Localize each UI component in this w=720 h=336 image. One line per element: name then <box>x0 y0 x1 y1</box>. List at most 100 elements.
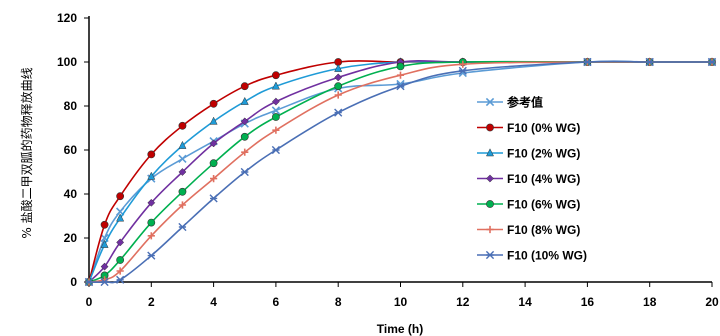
series-4 <box>85 58 716 286</box>
legend-label: F10 (0% WG) <box>507 121 580 135</box>
x-tick-label: 2 <box>148 295 155 309</box>
legend-label: F10 (2% WG) <box>507 147 580 161</box>
x-tick-label: 8 <box>335 295 342 309</box>
data-point <box>272 126 280 134</box>
y-tick-label: 40 <box>64 187 78 201</box>
x-tick-label: 18 <box>643 295 657 309</box>
data-point <box>209 159 218 168</box>
data-point <box>147 218 156 227</box>
data-point <box>147 251 156 260</box>
data-point <box>209 116 218 125</box>
data-point <box>147 171 156 180</box>
y-tick-label: 20 <box>64 231 78 245</box>
data-point <box>459 60 467 68</box>
data-point <box>240 82 249 91</box>
data-point <box>178 201 187 209</box>
data-point <box>241 148 249 156</box>
data-point <box>100 277 109 287</box>
data-point <box>396 71 405 79</box>
legend-marker <box>486 174 494 183</box>
data-point <box>240 132 249 141</box>
legend-label: F10 (4% WG) <box>507 172 580 186</box>
data-point <box>209 194 218 203</box>
legend-marker <box>486 123 494 132</box>
series-layer <box>84 57 717 287</box>
y-axis-ticks: 0 20 40 60 80 100 120 <box>57 11 89 289</box>
data-point <box>178 140 187 149</box>
data-point <box>84 277 94 287</box>
data-point <box>100 220 109 229</box>
data-point <box>116 192 125 201</box>
legend-item: 参考值 <box>477 95 543 110</box>
legend-marker <box>485 97 495 107</box>
x-tick-label: 10 <box>394 295 408 309</box>
data-point <box>458 66 467 75</box>
data-point <box>116 213 125 222</box>
data-point <box>178 168 187 176</box>
legend-item: F10 (4% WG) <box>477 172 580 186</box>
data-point <box>334 63 343 72</box>
legend-marker <box>486 200 494 208</box>
y-tick-label: 60 <box>64 143 78 157</box>
data-point <box>147 232 155 240</box>
data-point <box>100 262 109 271</box>
data-point <box>147 198 156 207</box>
legend-item: F10 (6% WG) <box>477 198 580 212</box>
x-tick-label: 6 <box>273 295 280 309</box>
data-point <box>116 267 124 275</box>
legend-label: F10 (10% WG) <box>507 249 587 263</box>
data-point <box>100 239 109 248</box>
legend-item: F10 (8% WG) <box>477 223 580 237</box>
data-point <box>178 222 187 232</box>
legend-marker <box>485 148 495 157</box>
data-point <box>116 275 125 284</box>
legend-marker <box>485 250 495 260</box>
legend-item: F10 (2% WG) <box>477 147 580 161</box>
y-tick-label: 0 <box>70 275 77 289</box>
legend-marker <box>486 225 494 234</box>
y-axis-label: % 盐酸二甲双胍的药物释放曲线 <box>19 67 34 238</box>
series-line <box>88 60 712 284</box>
data-point <box>271 71 280 80</box>
legend-item: F10 (0% WG) <box>477 121 580 135</box>
y-tick-label: 120 <box>57 11 77 25</box>
legend-label: F10 (8% WG) <box>507 223 580 237</box>
data-point <box>210 175 218 183</box>
data-point <box>271 106 281 115</box>
data-point <box>271 113 280 121</box>
data-point <box>209 99 218 108</box>
series-7 <box>84 57 717 287</box>
data-point <box>271 97 280 106</box>
data-point <box>178 121 187 130</box>
y-tick-label: 100 <box>57 55 77 69</box>
x-tick-label: 16 <box>581 295 595 309</box>
data-point <box>209 139 218 148</box>
legend: 参考值 F10 (0% WG) F10 (2% WG) F10 (4% WG) F10 … <box>477 95 587 263</box>
x-tick-label: 20 <box>705 295 719 309</box>
x-tick-label: 12 <box>456 295 470 309</box>
data-point <box>396 62 405 71</box>
x-tick-label: 14 <box>518 295 532 309</box>
x-axis-label: Time (h) <box>377 322 423 336</box>
x-tick-label: 4 <box>210 295 217 309</box>
data-point <box>707 57 717 67</box>
data-point <box>583 57 592 67</box>
data-point <box>240 96 249 105</box>
data-point <box>116 238 125 247</box>
data-point <box>645 57 654 67</box>
legend-label: F10 (6% WG) <box>507 198 580 212</box>
x-axis-ticks: 0 2 4 6 8 10 12 14 16 18 20 <box>86 282 719 309</box>
x-tick-label: 0 <box>86 295 93 309</box>
y-tick-label: 80 <box>64 99 78 113</box>
data-point <box>147 150 156 159</box>
data-point <box>334 73 343 82</box>
data-point <box>334 91 342 99</box>
data-point <box>178 154 187 163</box>
data-point <box>116 256 125 264</box>
data-point <box>334 108 343 117</box>
data-point <box>240 117 249 126</box>
data-point <box>271 81 280 90</box>
legend-label: 参考值 <box>507 95 543 110</box>
data-point <box>334 82 343 91</box>
